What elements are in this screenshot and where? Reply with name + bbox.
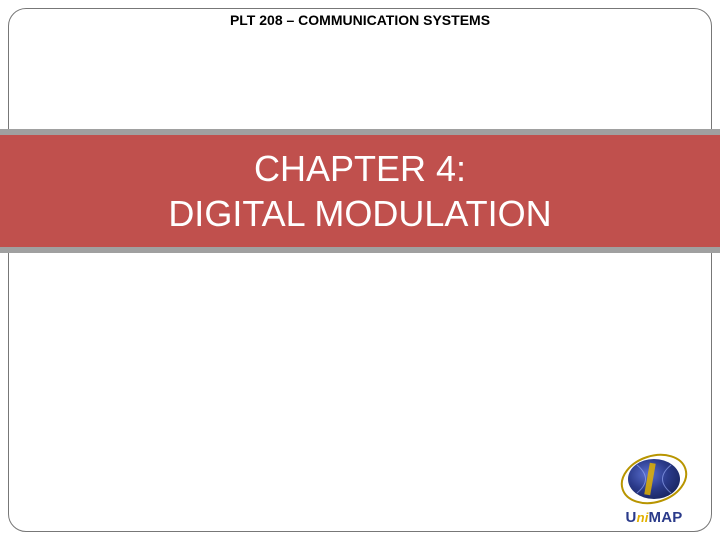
title-line-1: CHAPTER 4:: [254, 148, 466, 189]
logo-text: UniMAP: [610, 509, 698, 526]
logo-ellipse-icon: [617, 451, 691, 507]
slide-title: CHAPTER 4: DIGITAL MODULATION: [168, 146, 551, 236]
logo-text-suffix: MAP: [649, 509, 683, 526]
title-line-2: DIGITAL MODULATION: [168, 193, 551, 234]
band-bottom-stripe: [0, 247, 720, 253]
logo-text-prefix: U: [626, 509, 637, 526]
title-band: CHAPTER 4: DIGITAL MODULATION: [0, 135, 720, 247]
logo-text-accent: ni: [637, 510, 649, 525]
slide-frame: [8, 8, 712, 532]
institution-logo: UniMAP: [610, 451, 698, 526]
course-header: PLT 208 – COMMUNICATION SYSTEMS: [230, 12, 490, 28]
